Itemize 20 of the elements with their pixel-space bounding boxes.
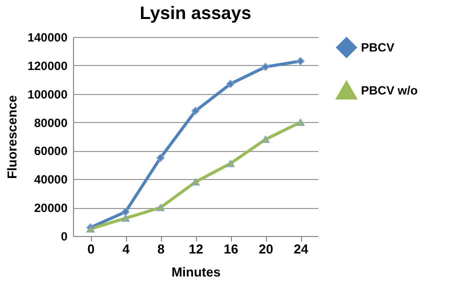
y-tick-label: 0: [60, 230, 68, 244]
y-axis-title: Fluorescence: [4, 95, 20, 179]
x-tick-label: 20: [258, 242, 274, 256]
x-tick-label: 12: [188, 242, 204, 256]
x-tick-label: 4: [122, 242, 130, 256]
y-tick-label: 40000: [34, 172, 68, 187]
y-tick-label: 120000: [27, 58, 68, 73]
y-tick-label: 140000: [27, 30, 68, 44]
y-tick-label: 80000: [34, 116, 68, 130]
chart-title: Lysin assays: [140, 3, 252, 23]
x-tick-label: 8: [157, 242, 165, 256]
y-tick-label: 60000: [34, 144, 68, 158]
legend-label: PBCV: [361, 40, 394, 54]
y-tick-label: 100000: [27, 87, 68, 102]
x-tick-label: 0: [87, 242, 95, 256]
x-tick-label: 24: [294, 242, 309, 256]
y-tick-label: 20000: [34, 201, 68, 216]
x-tick-label: 16: [224, 242, 238, 256]
legend-label: PBCV w/o: [361, 84, 418, 98]
x-axis-title: Minutes: [171, 264, 221, 280]
